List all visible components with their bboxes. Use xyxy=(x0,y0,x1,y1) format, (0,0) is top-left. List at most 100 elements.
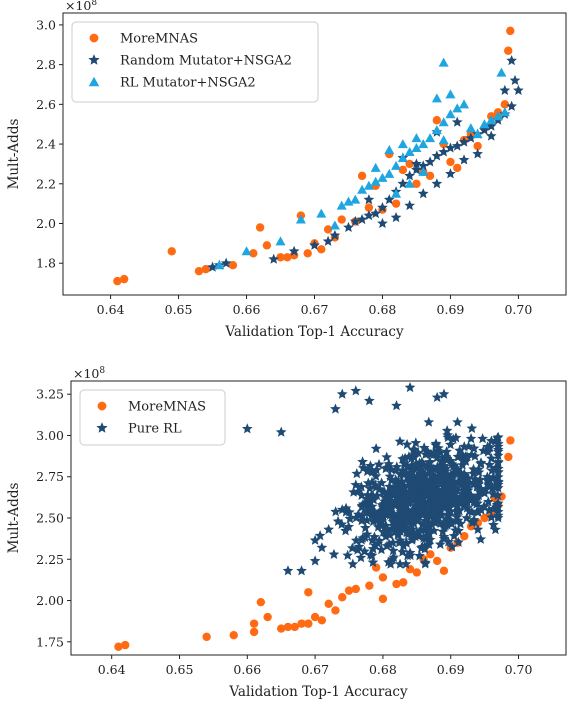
data-point xyxy=(429,486,441,497)
data-point xyxy=(344,586,354,595)
data-point xyxy=(309,239,320,250)
data-point xyxy=(297,619,306,628)
data-point xyxy=(380,494,392,505)
data-point xyxy=(330,506,341,517)
data-point xyxy=(283,253,292,262)
data-point xyxy=(400,558,412,569)
data-point xyxy=(408,488,419,499)
data-point xyxy=(447,486,459,497)
series-pure-rl xyxy=(241,382,504,576)
data-point xyxy=(418,139,429,149)
data-point xyxy=(452,505,464,517)
data-point xyxy=(403,472,414,483)
data-point xyxy=(414,467,426,478)
data-point xyxy=(504,452,513,462)
data-point xyxy=(309,534,321,545)
data-point xyxy=(513,84,524,95)
data-point xyxy=(466,449,477,460)
data-point xyxy=(409,443,420,455)
plot-area xyxy=(114,382,515,651)
y-tick-label: 2.4 xyxy=(36,137,56,152)
data-point xyxy=(397,139,408,149)
data-point xyxy=(241,423,253,434)
legend: MoreMNAS Random Mutator+NSGA2 RL Mutator+N… xyxy=(71,21,319,103)
x-tick-label: 0.64 xyxy=(98,662,126,677)
y-tick-label: 3.0 xyxy=(36,17,56,32)
data-point xyxy=(434,466,446,477)
data-point xyxy=(420,448,432,460)
data-point xyxy=(370,162,381,172)
data-point xyxy=(434,538,446,549)
data-point xyxy=(350,385,362,396)
data-point xyxy=(390,211,402,223)
data-point xyxy=(458,468,470,479)
data-point xyxy=(418,442,430,453)
data-point xyxy=(449,462,461,473)
data-point xyxy=(290,622,299,632)
data-point xyxy=(367,543,379,554)
data-point xyxy=(431,391,443,403)
data-point xyxy=(492,457,504,468)
data-point xyxy=(367,556,379,567)
data-point xyxy=(350,194,361,204)
data-point xyxy=(493,111,504,121)
data-point xyxy=(465,132,477,143)
data-point xyxy=(353,541,365,552)
data-point xyxy=(365,504,377,515)
data-point xyxy=(351,584,360,594)
legend-marker xyxy=(88,76,100,87)
data-point xyxy=(446,157,455,167)
data-point xyxy=(506,55,517,66)
data-point xyxy=(378,573,388,582)
data-point xyxy=(167,247,176,256)
data-point xyxy=(454,445,465,456)
data-point xyxy=(492,463,504,474)
data-point xyxy=(397,152,408,162)
data-point xyxy=(363,209,375,221)
data-point xyxy=(351,468,363,479)
data-point xyxy=(352,486,364,497)
data-point xyxy=(357,171,367,181)
y-tick-label: 1.8 xyxy=(36,256,56,271)
data-point xyxy=(417,481,428,492)
data-point xyxy=(295,214,306,224)
data-point xyxy=(324,599,333,609)
x-tick-label: 0.65 xyxy=(165,302,193,317)
data-point xyxy=(416,541,428,552)
data-point xyxy=(404,147,415,157)
data-point xyxy=(438,57,449,67)
data-point xyxy=(356,501,368,512)
bottom-chart: 0.64 0.65 0.66 0.67 0.68 0.69 0.70 1.75 2.00 2.25… xyxy=(6,366,567,700)
data-point xyxy=(336,518,348,529)
y-tick-label: 3.00 xyxy=(36,428,64,443)
data-point xyxy=(275,426,287,437)
data-point xyxy=(492,432,503,443)
data-point xyxy=(487,472,499,483)
data-point xyxy=(452,451,464,462)
data-point xyxy=(410,437,422,448)
data-point xyxy=(441,446,452,457)
data-point xyxy=(255,223,265,232)
data-point xyxy=(416,457,428,468)
data-point xyxy=(473,490,485,501)
data-point xyxy=(475,533,487,544)
y-tick-label: 3.25 xyxy=(36,387,64,402)
data-point xyxy=(282,565,294,576)
data-point xyxy=(249,249,258,258)
data-point xyxy=(323,225,333,234)
y-tick-label: 1.75 xyxy=(36,634,64,649)
data-point xyxy=(403,451,415,462)
data-point xyxy=(450,515,461,526)
data-point xyxy=(425,508,437,520)
data-point xyxy=(361,514,373,525)
data-point xyxy=(424,457,435,468)
data-point xyxy=(364,203,374,212)
data-point xyxy=(506,100,517,111)
data-point xyxy=(229,630,238,640)
data-point xyxy=(500,100,510,109)
legend-marker xyxy=(89,33,99,43)
x-tick-label: 0.68 xyxy=(369,302,397,317)
legend-marker xyxy=(96,422,108,433)
data-point xyxy=(194,266,204,276)
data-point xyxy=(379,486,390,497)
